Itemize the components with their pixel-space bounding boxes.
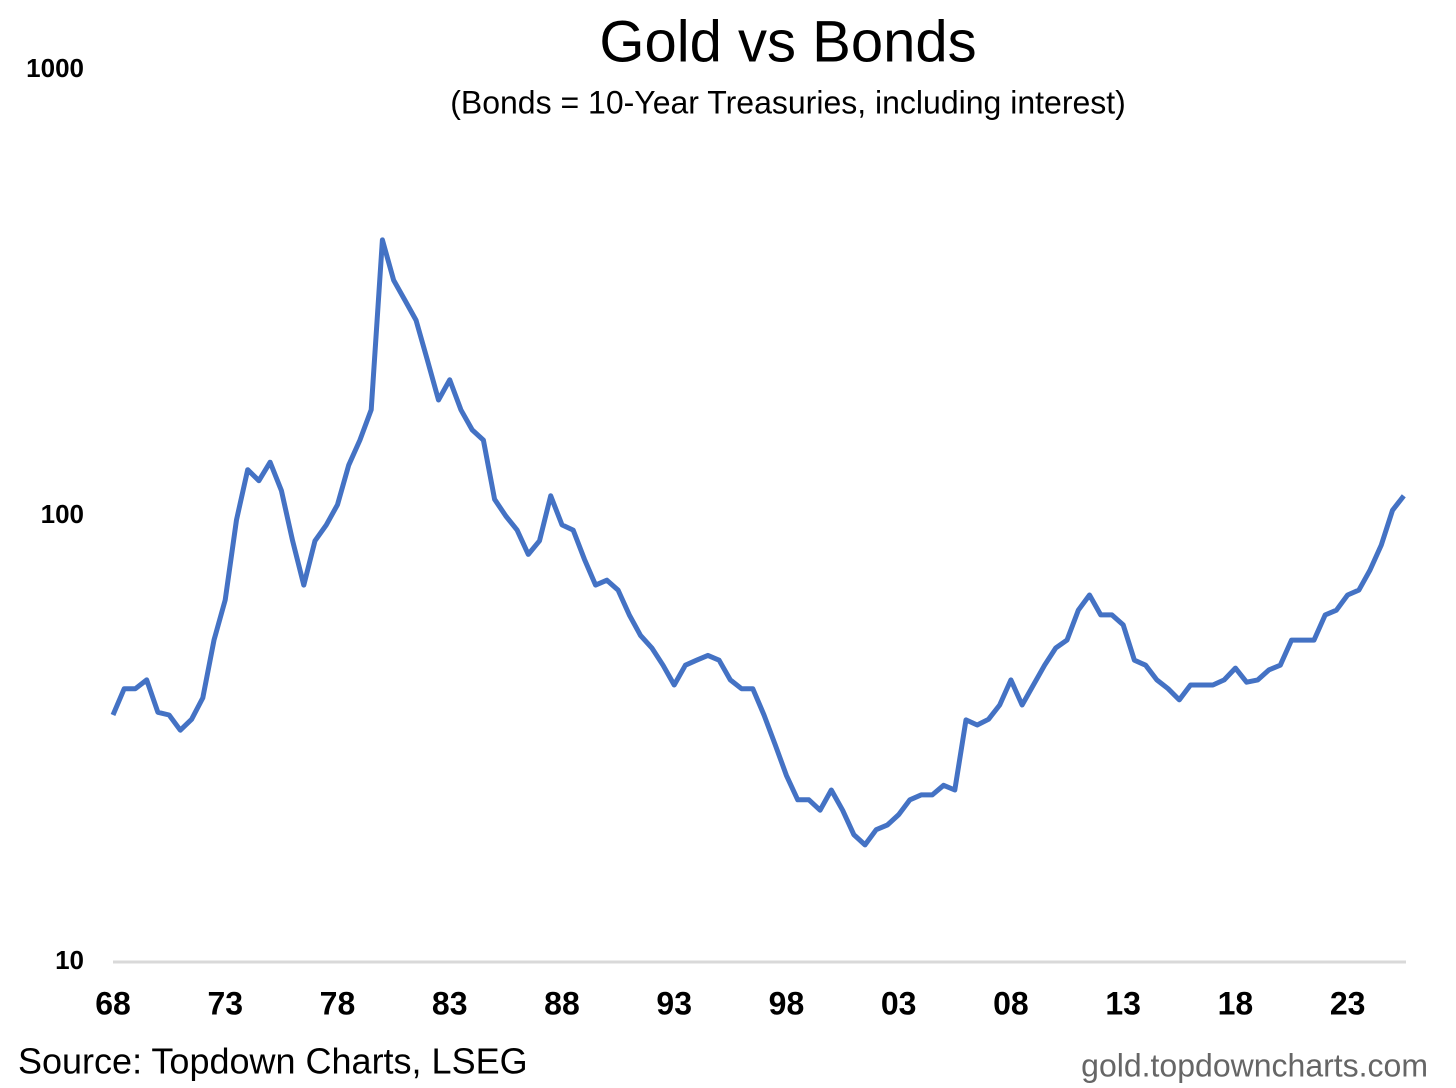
source: Source: Topdown Charts, LSEG xyxy=(18,1041,528,1082)
x-tick-label: 03 xyxy=(881,985,917,1021)
x-tick-label: 93 xyxy=(656,985,692,1021)
x-tick-label: 88 xyxy=(544,985,580,1021)
x-tick-label: 98 xyxy=(769,985,805,1021)
x-tick-label: 73 xyxy=(207,985,243,1021)
x-tick-label: 23 xyxy=(1330,985,1366,1021)
x-tick-label: 68 xyxy=(95,985,131,1021)
x-tick-label: 83 xyxy=(432,985,468,1021)
x-tick-label: 13 xyxy=(1105,985,1141,1021)
chart-title: Gold vs Bonds xyxy=(599,9,976,74)
y-tick-label: 10 xyxy=(55,945,84,975)
y-tick-label: 1000 xyxy=(26,53,84,83)
chart-subtitle: (Bonds = 10-Year Treasuries, including i… xyxy=(450,84,1126,120)
x-tick-label: 18 xyxy=(1218,985,1254,1021)
y-tick-label: 100 xyxy=(41,499,84,529)
x-tick-label: 08 xyxy=(993,985,1029,1021)
watermark: gold.topdowncharts.com xyxy=(1081,1047,1428,1083)
x-tick-label: 78 xyxy=(320,985,356,1021)
data-line xyxy=(110,237,1406,848)
